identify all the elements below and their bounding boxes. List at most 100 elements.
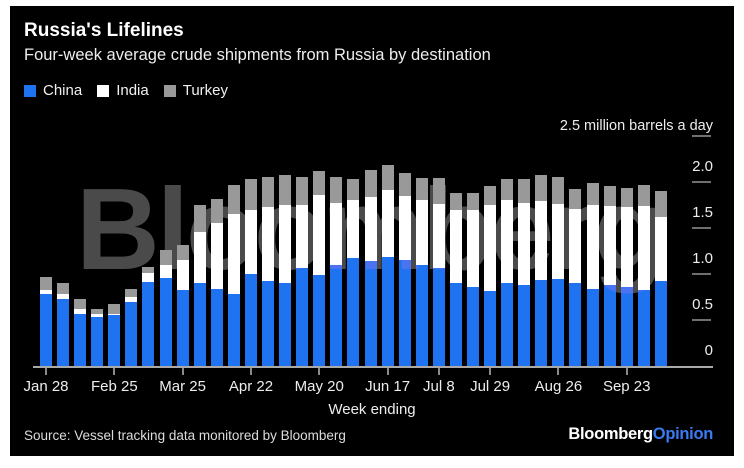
stacked-bar xyxy=(74,298,87,366)
stacked-bar xyxy=(193,205,206,366)
stacked-bar xyxy=(227,184,240,366)
bar-segment-india xyxy=(193,231,206,284)
bar-segment-india xyxy=(108,313,121,316)
china-swatch-icon xyxy=(24,84,36,97)
bar-segment-china xyxy=(620,286,633,366)
brand-opinion-text: Opinion xyxy=(652,425,714,443)
bar-segment-india xyxy=(535,201,548,281)
x-axis-label: Mar 25 xyxy=(159,378,206,395)
bar-segment-china xyxy=(552,278,565,366)
bar-segment-india xyxy=(637,205,650,290)
bar-segment-china xyxy=(91,317,104,366)
bar-segment-china xyxy=(279,283,292,366)
bar-segment-turkey xyxy=(484,185,497,205)
stacked-bar xyxy=(244,179,257,366)
stacked-bar xyxy=(637,184,650,366)
bar-segment-turkey xyxy=(108,304,121,314)
stacked-bar xyxy=(125,288,138,366)
bar-segment-india xyxy=(176,260,189,290)
bar-segment-china xyxy=(381,256,394,366)
bar-segment-turkey xyxy=(467,193,479,210)
x-axis-tick xyxy=(113,368,116,375)
y-axis-tick-dash xyxy=(692,227,711,229)
bar-segment-china xyxy=(210,288,223,366)
stacked-bar xyxy=(176,244,189,366)
x-axis-tick xyxy=(489,368,492,375)
legend-item-china: China xyxy=(24,82,82,99)
stacked-bar xyxy=(603,185,616,366)
bar-segment-china xyxy=(176,289,189,366)
bar-segment-india xyxy=(467,209,479,287)
chart-subtitle: Four-week average crude shipments from R… xyxy=(24,46,491,64)
stacked-bar xyxy=(142,266,155,366)
bar-segment-china xyxy=(654,281,667,366)
bar-segment-turkey xyxy=(535,174,548,202)
x-axis-tick xyxy=(437,368,440,375)
bar-segment-china xyxy=(193,283,206,366)
bar-segment-turkey xyxy=(279,174,292,205)
bar-segment-china xyxy=(313,274,326,366)
stacked-bar xyxy=(501,179,514,366)
bar-segment-turkey xyxy=(210,199,223,224)
bar-segment-turkey xyxy=(637,184,650,206)
bar-segment-india xyxy=(381,190,394,257)
x-axis-tick xyxy=(249,368,252,375)
bar-segment-india xyxy=(552,204,565,279)
bar-segment-china xyxy=(398,260,411,366)
stacked-bar xyxy=(432,178,445,366)
x-axis-tick xyxy=(45,368,47,375)
stacked-bar xyxy=(210,199,223,366)
bar-segment-india xyxy=(91,314,104,318)
bar-segment-turkey xyxy=(449,193,462,210)
bar-segment-turkey xyxy=(603,185,616,206)
bar-segment-china xyxy=(262,281,275,366)
bar-segment-india xyxy=(654,216,667,282)
x-axis-line xyxy=(33,366,713,368)
bar-segment-turkey xyxy=(91,308,104,315)
y-axis-tick-dash xyxy=(692,135,711,137)
bar-segment-china xyxy=(125,301,138,366)
x-axis-tick xyxy=(625,368,628,375)
bar-segment-india xyxy=(364,196,377,262)
bar-segment-china xyxy=(449,283,462,366)
bar-segment-china xyxy=(535,280,548,366)
bar-segment-india xyxy=(142,273,155,283)
stacked-bar xyxy=(415,178,428,366)
bloomberg-opinion-logo: BloombergOpinion xyxy=(568,425,713,444)
stacked-bar xyxy=(398,172,411,366)
stacked-bar xyxy=(296,177,309,366)
stacked-bar xyxy=(586,182,599,366)
bar-segment-turkey xyxy=(244,179,257,210)
bar-segment-india xyxy=(347,200,360,259)
bar-segment-china xyxy=(603,285,616,366)
x-axis-tick xyxy=(181,368,184,375)
legend: China India Turkey xyxy=(24,82,243,99)
x-axis-label: May 20 xyxy=(294,378,344,395)
bar-segment-india xyxy=(159,264,172,278)
turkey-swatch-icon xyxy=(163,84,176,97)
source-note: Source: Vessel tracking data monitored b… xyxy=(24,428,346,443)
bar-segment-india xyxy=(313,194,326,275)
bar-segment-india xyxy=(449,209,462,284)
bar-segment-turkey xyxy=(262,177,275,207)
bar-segment-turkey xyxy=(552,177,565,205)
bar-segment-turkey xyxy=(57,283,70,295)
bar-segment-turkey xyxy=(586,182,599,205)
bar-segment-india xyxy=(330,203,343,265)
bar-segment-china xyxy=(637,289,650,366)
brand-bloomberg-text: Bloomberg xyxy=(568,425,653,443)
bar-segment-turkey xyxy=(432,178,445,205)
x-axis-tick xyxy=(557,368,560,375)
bar-segment-turkey xyxy=(142,266,155,274)
stacked-bar xyxy=(467,193,479,366)
bar-segment-china xyxy=(159,277,172,366)
bar-segment-india xyxy=(586,205,599,289)
bar-segment-turkey xyxy=(227,184,240,215)
bar-segment-turkey xyxy=(569,189,582,209)
legend-item-turkey: Turkey xyxy=(163,82,228,99)
y-axis-label: 0 xyxy=(704,342,713,359)
stacked-bar xyxy=(535,174,548,366)
bar-segment-china xyxy=(569,283,582,366)
bar-segment-india xyxy=(569,208,582,284)
x-axis-label: Jan 28 xyxy=(23,378,69,395)
